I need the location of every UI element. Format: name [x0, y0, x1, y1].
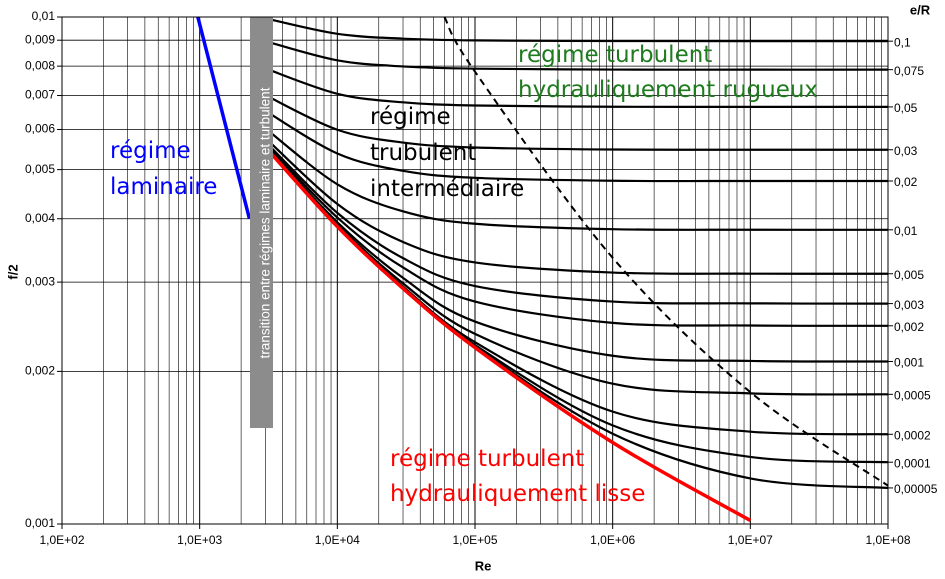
y2-tick-label: 0,05 — [894, 101, 918, 115]
roughness-curve — [264, 67, 888, 109]
annotation-text: hydrauliquement rugueux — [518, 77, 818, 103]
transition-band — [250, 17, 273, 428]
y2-axis-label: e/R — [910, 2, 931, 17]
y2-tick-label: 0,003 — [894, 298, 924, 312]
y2-tick-label: 0,0005 — [894, 389, 931, 403]
annotation-text: hydrauliquement lisse — [390, 481, 645, 507]
y-tick-label: 0,009 — [25, 32, 55, 46]
y-tick-label: 0,001 — [25, 516, 55, 530]
x-tick-label: 1,0E+07 — [728, 533, 773, 547]
annotation-text: laminaire — [110, 174, 217, 200]
plot-lines — [196, 17, 888, 523]
y2-tick-label: 0,00005 — [894, 482, 938, 496]
annotation-text: régime — [110, 138, 191, 164]
y-tick-label: 0,007 — [25, 88, 55, 102]
y2-tick-label: 0,0001 — [894, 456, 931, 470]
boundary-line — [443, 17, 888, 487]
roughness-curve — [264, 137, 888, 275]
x-tick-label: 1,0E+08 — [865, 533, 910, 547]
x-tick-label: 1,0E+02 — [39, 533, 84, 547]
roughness-curve — [264, 127, 888, 231]
roughness-curve — [264, 140, 888, 305]
y-axis-label: f/2 — [5, 264, 20, 279]
y2-tick-label: 0,002 — [894, 320, 924, 334]
roughness-curve — [264, 109, 888, 183]
annotation-text: trubulent — [370, 140, 476, 166]
y2-tick-label: 0,005 — [894, 268, 924, 282]
y-tick-label: 0,005 — [25, 162, 55, 176]
y2-tick-label: 0,02 — [894, 175, 918, 189]
y2-tick-label: 0,03 — [894, 144, 918, 158]
annotation-text: régime turbulent — [390, 446, 584, 472]
roughness-curve — [264, 144, 888, 363]
y-tick-label: 0,01 — [32, 9, 56, 23]
y2-tick-label: 0,01 — [894, 224, 918, 238]
smooth-curve — [264, 145, 752, 523]
transition-label: transition entre régimes laminaire et tu… — [258, 87, 273, 358]
x-axis-label: Re — [475, 558, 492, 573]
x-tick-label: 1,0E+06 — [590, 533, 635, 547]
laminar-line — [196, 17, 252, 220]
y-tick-label: 0,006 — [25, 122, 55, 136]
y2-tick-label: 0,075 — [894, 64, 924, 78]
y2-tick-label: 0,001 — [894, 356, 924, 370]
y2-tick-label: 0,1 — [894, 35, 911, 49]
annotation-text: régime turbulent — [518, 42, 712, 68]
y-tick-label: 0,002 — [25, 364, 55, 378]
annotations: régime laminaire régime turbulent hydrauliq… — [110, 42, 818, 507]
annotation-text: régime — [370, 104, 451, 130]
y2-tick-label: 0,0002 — [894, 428, 931, 442]
y-tick-label: 0,004 — [25, 211, 55, 225]
roughness-curve — [265, 40, 888, 71]
roughness-curve — [265, 17, 888, 43]
annotation-text: intermédiaire — [370, 176, 524, 202]
y-tick-label: 0,008 — [25, 58, 55, 72]
x-tick-label: 1,0E+05 — [452, 533, 497, 547]
x-tick-label: 1,0E+04 — [315, 533, 360, 547]
x-tick-label: 1,0E+03 — [177, 533, 222, 547]
y-tick-label: 0,003 — [25, 274, 55, 288]
plot-border — [61, 16, 889, 525]
roughness-curve — [264, 142, 888, 327]
roughness-curve — [264, 94, 888, 151]
